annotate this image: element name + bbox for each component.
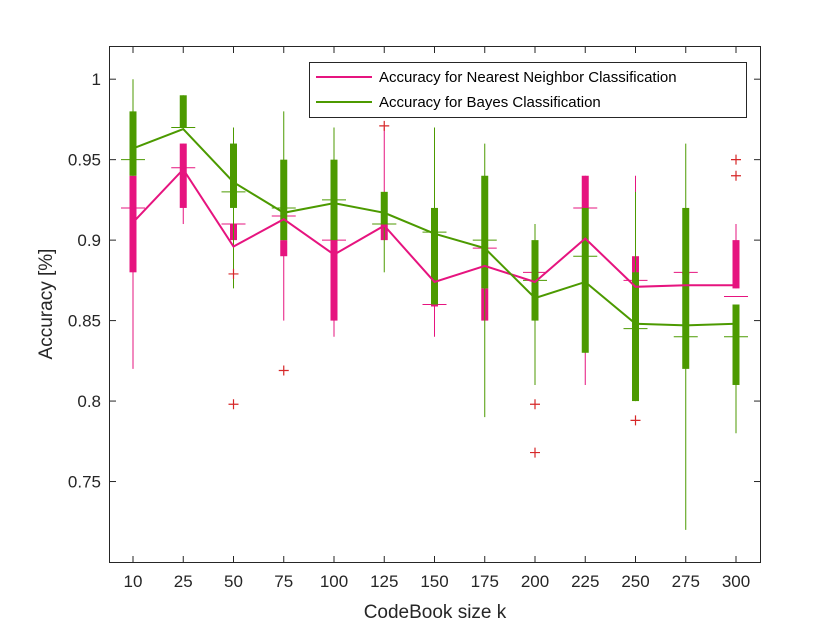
plot-area <box>109 46 761 563</box>
legend: Accuracy for Nearest Neighbor Classifica… <box>309 62 747 118</box>
y-tick-label: 0.95 <box>68 151 101 170</box>
x-tick-label: 125 <box>370 572 398 591</box>
x-tick-label: 25 <box>174 572 193 591</box>
box-bayes <box>632 272 639 402</box>
legend-label-bayes: Accuracy for Bayes Classification <box>379 94 601 111</box>
series-line-nn <box>132 167 736 288</box>
box-bayes <box>380 191 388 225</box>
y-axis: 0.75 0.8 0.85 0.9 0.95 1 <box>68 70 760 492</box>
x-tick-label: 175 <box>471 572 499 591</box>
outliers-layer <box>228 120 741 458</box>
box-nn <box>581 175 589 208</box>
box-bayes <box>481 175 489 289</box>
y-tick-label: 0.9 <box>77 231 101 250</box>
x-tick-label: 225 <box>571 572 599 591</box>
x-tick-label: 250 <box>621 572 649 591</box>
y-tick-label: 0.75 <box>68 473 101 492</box>
outlier-marker <box>731 170 741 181</box>
x-axis-label: CodeBook size k <box>364 602 507 623</box>
outlier-marker <box>630 415 641 426</box>
x-tick-label: 100 <box>320 572 348 591</box>
legend-box <box>309 62 747 118</box>
box-nn <box>330 240 338 321</box>
outlier-marker <box>228 268 239 279</box>
box-nn <box>129 175 137 273</box>
box-nn <box>280 240 288 257</box>
outlier-marker <box>379 120 390 131</box>
x-tick-label: 275 <box>672 572 700 591</box>
lines-layer <box>132 127 737 327</box>
box-bayes <box>179 95 187 128</box>
x-tick-label: 50 <box>224 572 243 591</box>
y-tick-label: 0.85 <box>68 312 101 331</box>
box-nn <box>431 304 438 307</box>
box-bayes <box>682 207 690 369</box>
outlier-marker <box>731 154 741 165</box>
box-bayes <box>732 304 740 385</box>
boxes-layer <box>121 79 748 530</box>
box-bayes <box>230 143 237 208</box>
y-tick-label: 1 <box>92 70 101 89</box>
box-bayes <box>280 159 288 241</box>
x-tick-label: 300 <box>722 572 750 591</box>
y-axis-label: Accuracy [%] <box>36 249 57 360</box>
box-nn <box>732 240 740 289</box>
plot-frame <box>109 46 761 563</box>
outlier-marker <box>530 399 540 410</box>
x-tick-label: 200 <box>521 572 549 591</box>
x-tick-label: 75 <box>274 572 293 591</box>
x-tick-label: 10 <box>124 572 143 591</box>
box-bayes <box>129 111 137 176</box>
x-axis: 10 25 50 75 100 125 150 175 200 225 250 275 300 <box>124 47 750 591</box>
box-bayes <box>431 207 438 305</box>
legend-label-nn: Accuracy for Nearest Neighbor Classifica… <box>379 69 677 86</box>
outlier-marker <box>530 447 540 458</box>
box-bayes <box>581 207 589 353</box>
x-tick-label: 150 <box>420 572 448 591</box>
series-line-bayes <box>132 127 737 327</box>
y-tick-label: 0.8 <box>77 392 101 411</box>
box-nn <box>179 143 187 208</box>
outlier-marker <box>228 399 239 410</box>
outlier-marker <box>278 365 289 376</box>
